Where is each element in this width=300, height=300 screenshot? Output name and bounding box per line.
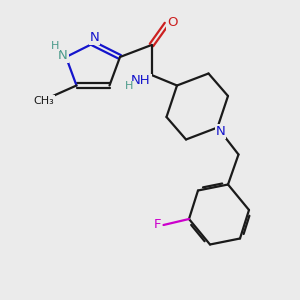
Text: N: N bbox=[58, 49, 68, 62]
Text: O: O bbox=[167, 16, 178, 29]
Text: NH: NH bbox=[131, 74, 151, 88]
Text: CH₃: CH₃ bbox=[34, 95, 55, 106]
Text: N: N bbox=[90, 31, 99, 44]
Text: H: H bbox=[50, 40, 59, 51]
Text: H: H bbox=[125, 81, 133, 92]
Text: F: F bbox=[154, 218, 161, 232]
Text: N: N bbox=[216, 124, 225, 138]
